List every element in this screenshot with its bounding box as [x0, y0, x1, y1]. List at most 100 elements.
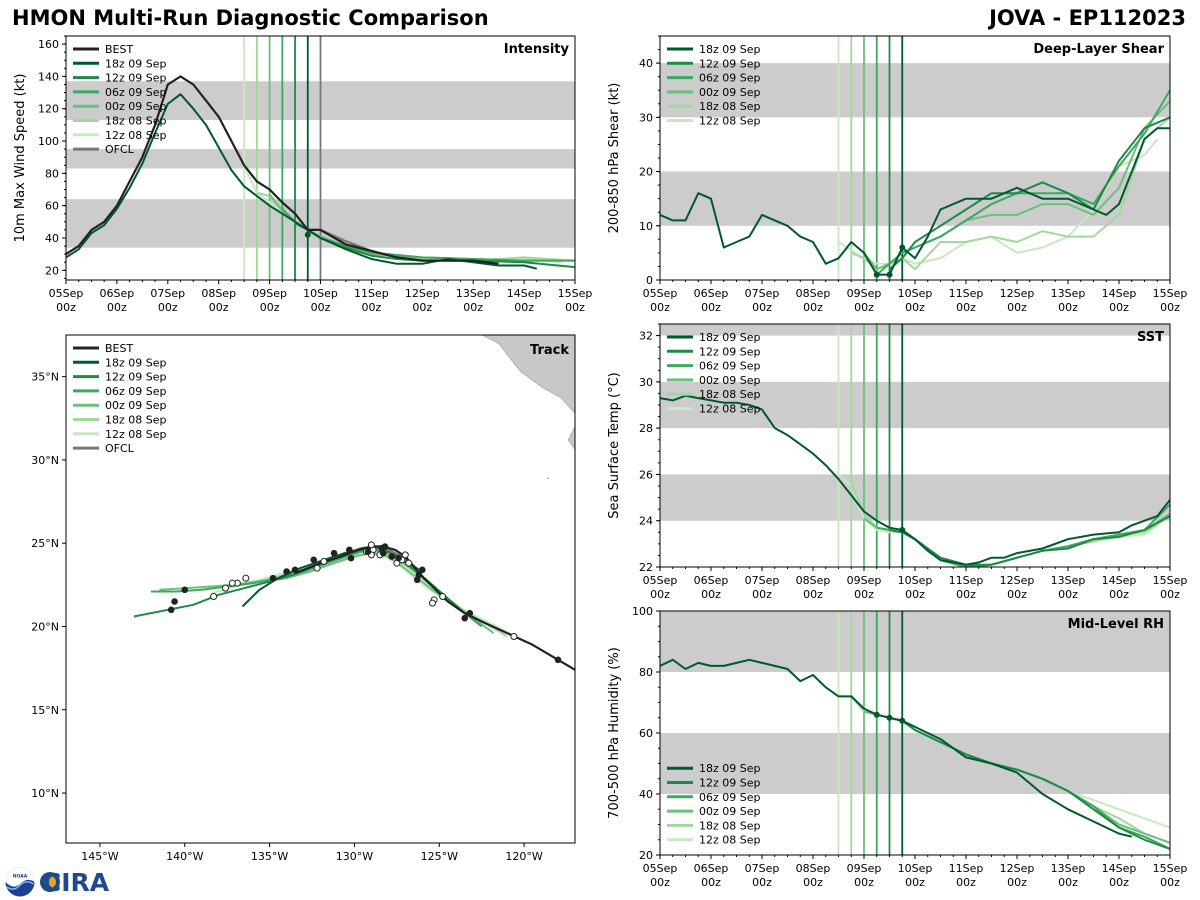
shear-xtick-label-hour: 00z: [1058, 301, 1078, 314]
shear-ytick-label: 30: [639, 111, 653, 124]
sst-ytick-label: 26: [639, 468, 653, 481]
shear-xtick-label-hour: 00z: [701, 301, 721, 314]
sst-xtick-label-date: 12Sep: [1000, 574, 1035, 587]
sst-xtick-label-hour: 00z: [1109, 588, 1129, 601]
rh-ytick-label: 40: [639, 788, 653, 801]
track-line-run_12z08: [211, 550, 517, 638]
rh-xtick-label-date: 09Sep: [847, 862, 882, 875]
intensity-xtick-label-hour: 00z: [362, 301, 382, 314]
rh-xtick-label-date: 15Sep: [1153, 862, 1188, 875]
shear-xtick-label-hour: 00z: [803, 301, 823, 314]
track-xtick-label: 135°W: [251, 850, 288, 863]
intensity-xtick-label-hour: 00z: [311, 301, 331, 314]
shear-series: [660, 88, 1170, 278]
track-point-filled: [415, 571, 423, 579]
intensity-xtick-label-date: 12Sep: [405, 287, 440, 300]
shear-ylabel: 200-850 hPa Shear (kt): [607, 83, 622, 234]
intensity-xtick-label-date: 09Sep: [252, 287, 287, 300]
track-ytick-label: 25°N: [31, 537, 59, 550]
shear-xtick-label-date: 08Sep: [796, 287, 831, 300]
track-point-filled: [419, 566, 426, 574]
intensity-ytick-label: 120: [38, 103, 59, 116]
rh-ytick-label: 20: [639, 849, 653, 862]
shear-ytick-label: 0: [646, 274, 653, 287]
sst-xtick-label-date: 08Sep: [796, 574, 831, 587]
sst-xtick-label-hour: 00z: [956, 588, 976, 601]
rh-xtick-label-date: 14Sep: [1102, 862, 1137, 875]
track-point-filled: [461, 614, 469, 622]
track-xtick-label: 120°W: [505, 850, 542, 863]
shear-xtick-label-hour: 00z: [956, 301, 976, 314]
intensity-legend-label: 12z 08 Sep: [105, 129, 167, 142]
sst-ytick-label: 30: [639, 376, 653, 389]
sst-xtick-label-hour: 00z: [752, 588, 772, 601]
track-point-filled: [413, 576, 421, 584]
intensity-xtick-label-date: 13Sep: [456, 287, 491, 300]
sst-legend-label: 12z 09 Sep: [699, 345, 761, 358]
rh-panel-title: Mid-Level RH: [1068, 617, 1164, 632]
track-map: [133, 335, 575, 671]
sst-xtick-label-hour: 00z: [1058, 588, 1078, 601]
shear-xtick-label-hour: 00z: [650, 301, 670, 314]
shear-panel: 01020304005Sep00z06Sep00z07Sep00z08Sep00…: [607, 35, 1187, 314]
sst-xtick-label-date: 14Sep: [1102, 574, 1137, 587]
sst-xtick-label-hour: 00z: [1160, 588, 1180, 601]
sst-xtick-label-hour: 00z: [650, 588, 670, 601]
track-ytick-label: 15°N: [31, 704, 59, 717]
track-point-open: [313, 564, 321, 572]
shear-band-0: [660, 171, 1170, 226]
track-point-filled: [554, 656, 562, 664]
shear-xtick-label-hour: 00z: [1160, 301, 1180, 314]
rh-xtick-label-hour: 00z: [956, 876, 976, 889]
track-xtick-label: 125°W: [421, 850, 458, 863]
sst-ylabel: Sea Surface Temp (°C): [607, 372, 622, 519]
track-point-filled: [466, 609, 474, 617]
intensity-xtick-label-date: 10Sep: [303, 287, 338, 300]
intensity-ytick-label: 60: [45, 200, 59, 213]
track-legend-label: 06z 09 Sep: [105, 385, 167, 398]
intensity-ytick-label: 140: [38, 70, 59, 83]
shear-xtick-label-date: 09Sep: [847, 287, 882, 300]
sst-legend-label: 18z 08 Sep: [699, 388, 761, 401]
shear-marker: [886, 271, 893, 278]
intensity-legend-label: 00z 09 Sep: [105, 100, 167, 113]
sst-ytick-label: 28: [639, 422, 653, 435]
rh-legend-label: 18z 08 Sep: [699, 819, 761, 832]
rh-xtick-label-date: 13Sep: [1051, 862, 1086, 875]
shear-xtick-label-hour: 00z: [905, 301, 925, 314]
intensity-xtick-label-hour: 00z: [158, 301, 178, 314]
shear-panel-title: Deep-Layer Shear: [1033, 42, 1164, 57]
rh-ylabel: 700-500 hPa Humidity (%): [607, 647, 622, 819]
shear-band-1: [660, 63, 1170, 118]
rh-ytick-label: 100: [632, 605, 653, 618]
track-point-filled: [181, 586, 189, 594]
track-legend-label: 12z 08 Sep: [105, 428, 167, 441]
intensity-xtick-label-hour: 00z: [107, 301, 127, 314]
track-point-filled: [330, 549, 338, 557]
shear-ytick-label: 40: [639, 57, 653, 70]
track-frame: [65, 334, 576, 844]
track-point-filled: [364, 548, 372, 555]
shear-legend-label: 18z 08 Sep: [699, 100, 761, 113]
track-point-filled: [381, 543, 389, 550]
cira-logo-text: CIRA: [43, 868, 110, 897]
track-point-filled: [347, 554, 355, 562]
sst-legend-label: 00z 09 Sep: [699, 374, 761, 387]
intensity-xtick-label-date: 11Sep: [354, 287, 389, 300]
track-point-open: [210, 592, 218, 600]
sst-xtick-label-date: 09Sep: [847, 574, 882, 587]
shear-xtick-label-date: 07Sep: [745, 287, 780, 300]
island-dot: [547, 477, 549, 480]
rh-line-run_18z09: [660, 658, 1133, 838]
rh-xtick-label-date: 12Sep: [1000, 862, 1035, 875]
intensity-legend-label: 18z 08 Sep: [105, 115, 167, 128]
track-point-filled: [395, 554, 402, 562]
intensity-xtick-label-hour: 00z: [209, 301, 229, 314]
rh-xtick-label-date: 10Sep: [898, 862, 933, 875]
intensity-ylabel: 10m Max Wind Speed (kt): [13, 74, 28, 243]
track-point-open: [510, 632, 518, 640]
rh-marker: [873, 711, 880, 718]
noaa-logo-icon: NOAA: [5, 867, 35, 897]
sst-ytick-label: 22: [639, 561, 653, 574]
